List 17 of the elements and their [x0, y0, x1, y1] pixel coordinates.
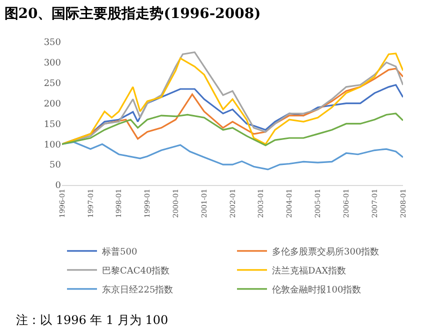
y-tick-label: 300	[44, 58, 62, 69]
y-tick-label: 0	[55, 181, 62, 192]
line-series	[62, 112, 403, 146]
legend-label: 东京日经225指数	[102, 284, 174, 296]
text: 注：以 1996 年 1 月为 100	[16, 313, 168, 327]
y-tick-label: 200	[44, 99, 62, 110]
legend-label: 多伦多股票交易所300指数	[272, 246, 380, 258]
chart-title: 图20、国际主要股指走势(1996-2008)	[4, 5, 261, 22]
legend-label: 法兰克福DAX指数	[272, 265, 346, 276]
legend-label: 巴黎CAC40指数	[102, 265, 170, 276]
legend-label: 标普500	[101, 246, 138, 258]
legend-label: 伦敦金融时报100指数	[272, 284, 362, 296]
y-tick-label: 50	[50, 160, 62, 171]
y-tick-label: 350	[44, 38, 62, 48]
y-tick-label: 100	[44, 140, 62, 150]
y-tick-label: 150	[44, 120, 62, 130]
y-tick-label: 250	[44, 79, 62, 90]
